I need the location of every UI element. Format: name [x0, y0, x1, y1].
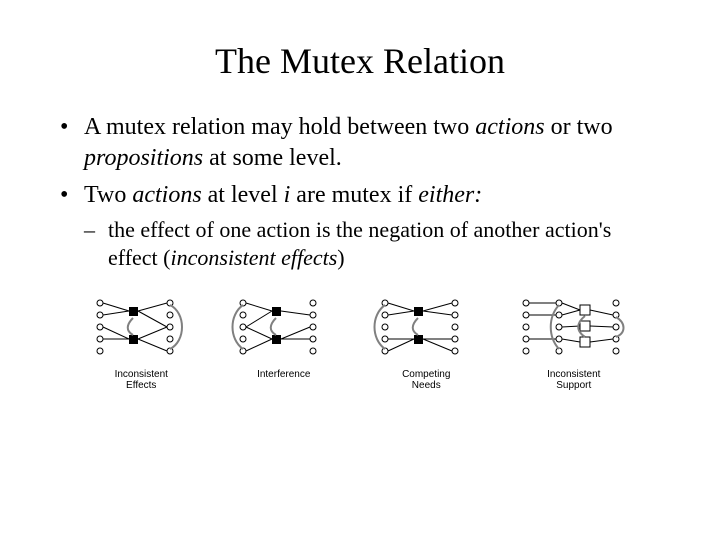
diagram-label-2: Interference [229, 369, 339, 380]
diagram-label-4: InconsistentSupport [514, 369, 634, 391]
diagrams-row: InconsistentEffects [60, 293, 660, 391]
sub-bullet-1: the effect of one action is the negation… [84, 216, 660, 273]
diagram-svg-4 [514, 293, 634, 363]
diagram-competing-needs: CompetingNeeds [371, 293, 481, 391]
diagram-label-3: CompetingNeeds [371, 369, 481, 391]
slide-title: The Mutex Relation [60, 40, 660, 82]
diagram-svg-2 [229, 293, 339, 363]
sub-list: the effect of one action is the negation… [84, 216, 660, 273]
diagram-inconsistent-support: InconsistentSupport [514, 293, 634, 391]
bullet-list: A mutex relation may hold between two ac… [60, 112, 660, 273]
diagram-svg-3 [371, 293, 481, 363]
diagram-svg-1 [86, 293, 196, 363]
diagram-inconsistent-effects: InconsistentEffects [86, 293, 196, 391]
bullet-2: Two actions at level i are mutex if eith… [60, 180, 660, 272]
diagram-label-1: InconsistentEffects [86, 369, 196, 391]
diagram-interference: Interference [229, 293, 339, 391]
bullet-1: A mutex relation may hold between two ac… [60, 112, 660, 174]
